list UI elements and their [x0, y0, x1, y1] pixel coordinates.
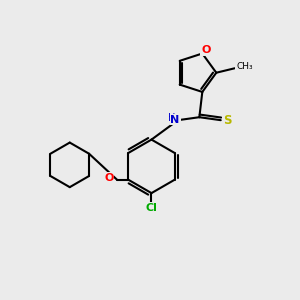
Text: H: H: [168, 113, 175, 123]
Text: CH₃: CH₃: [236, 62, 253, 71]
Text: S: S: [223, 114, 232, 127]
Text: Cl: Cl: [146, 203, 158, 213]
Text: N: N: [170, 115, 180, 124]
Text: O: O: [201, 45, 211, 55]
Text: O: O: [104, 173, 113, 183]
